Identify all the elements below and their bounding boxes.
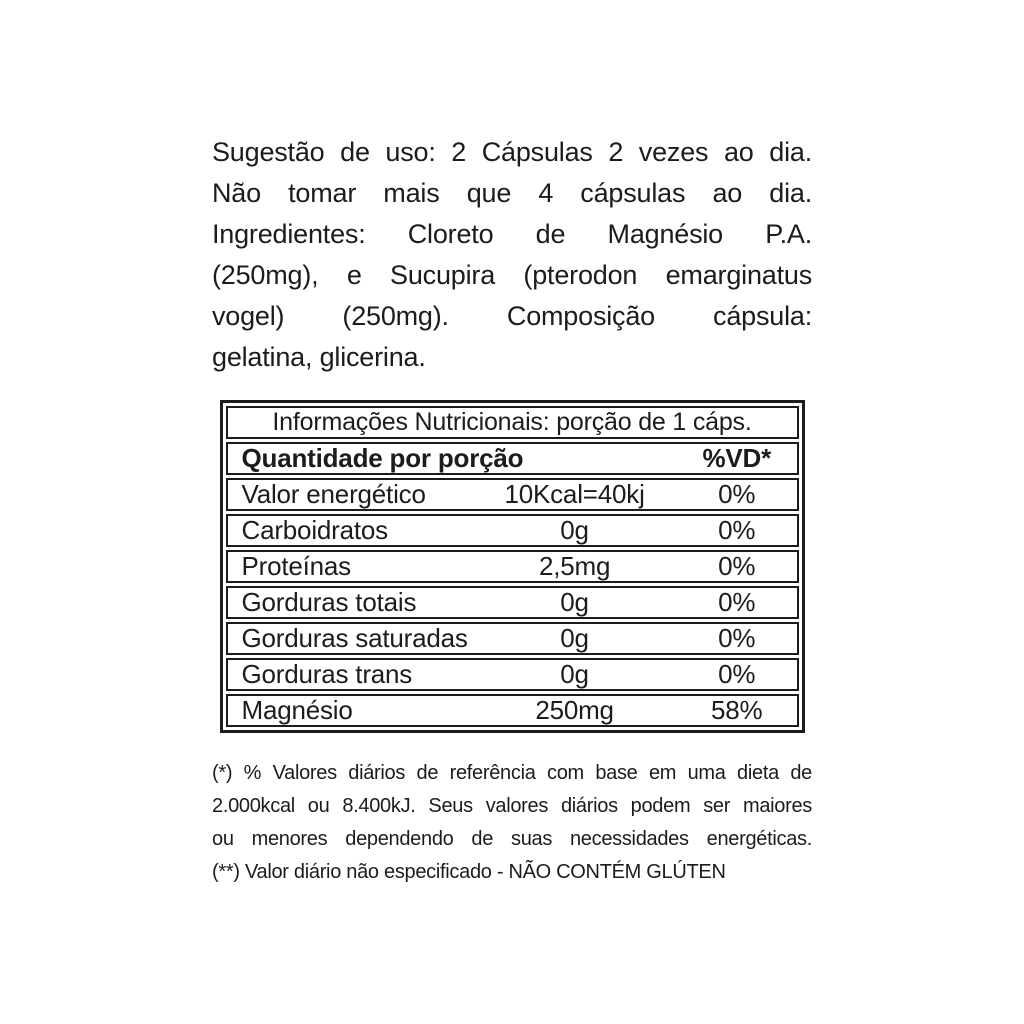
table-title-row: Informações Nutricionais: porção de 1 cá… [225,406,799,439]
nutrient-name: Carboidratos [241,515,389,545]
nutrient-dv: 0% [718,623,756,653]
nutrient-name: Proteínas [241,551,352,581]
nutrient-name: Gorduras trans [241,659,413,689]
usage-instructions: Sugestão de uso: 2 Cápsulas 2 vezes ao d… [212,132,812,214]
footnote-line: ou menores dependendo de suas necessidad… [212,828,812,850]
daily-value-header: %VD* [702,443,772,473]
footnote-line: (**) Valor diário não especificado - NÃO… [212,861,726,883]
nutrient-amount: 0g [560,587,589,617]
nutrient-name: Magnésio [241,695,353,725]
table-row: Carboidratos 0g 0% [225,514,799,547]
footnote-line: 2.000kcal ou 8.400kJ. Seus valores diári… [212,795,812,817]
nutrient-name: Valor energético [241,479,426,509]
nutrient-dv: 0% [718,587,756,617]
nutrient-amount: 2,5mg [538,551,611,581]
table-row: Magnésio 250mg 58% [225,694,799,727]
footnotes: (*) % Valores diários de referência com … [212,757,812,889]
ingredients-line: Ingredientes: Cloreto de Magnésio P.A. [212,219,812,249]
nutrient-name: Gorduras totais [241,587,417,617]
table-row: Proteínas 2,5mg 0% [225,550,799,583]
nutrient-amount: 0g [560,623,589,653]
nutrient-dv: 0% [718,479,756,509]
table-title: Informações Nutricionais: porção de 1 cá… [272,408,752,436]
ingredients-line: gelatina, glicerina. [212,342,426,372]
usage-line: Não tomar mais que 4 cápsulas ao dia. [212,178,812,208]
nutrient-amount: 0g [560,515,589,545]
usage-line: Sugestão de uso: 2 Cápsulas 2 vezes ao d… [212,137,812,167]
nutrient-dv: 0% [718,551,756,581]
quantity-per-serving-header: Quantidade por porção [241,443,524,473]
ingredients-text: Ingredientes: Cloreto de Magnésio P.A. (… [212,214,812,378]
nutrient-amount: 0g [560,659,589,689]
nutrition-facts-table: Informações Nutricionais: porção de 1 cá… [219,400,805,733]
table-header-row: Quantidade por porção %VD* [225,442,799,475]
supplement-label: Sugestão de uso: 2 Cápsulas 2 vezes ao d… [212,0,812,889]
table-row: Gorduras trans 0g 0% [225,658,799,691]
ingredients-line: (250mg), e Sucupira (pterodon emarginatu… [212,260,812,290]
nutrient-dv: 58% [711,695,763,725]
nutrient-dv: 0% [718,659,756,689]
nutrient-amount: 10Kcal=40kj [504,479,645,509]
table-row: Gorduras totais 0g 0% [225,586,799,619]
nutrient-amount: 250mg [535,695,614,725]
table-row: Gorduras saturadas 0g 0% [225,622,799,655]
nutrient-name: Gorduras saturadas [241,623,468,653]
table-row: Valor energético 10Kcal=40kj 0% [225,478,799,511]
nutrient-dv: 0% [718,515,756,545]
ingredients-line: vogel) (250mg). Composição cápsula: [212,301,812,331]
footnote-line: (*) % Valores diários de referência com … [212,762,812,784]
